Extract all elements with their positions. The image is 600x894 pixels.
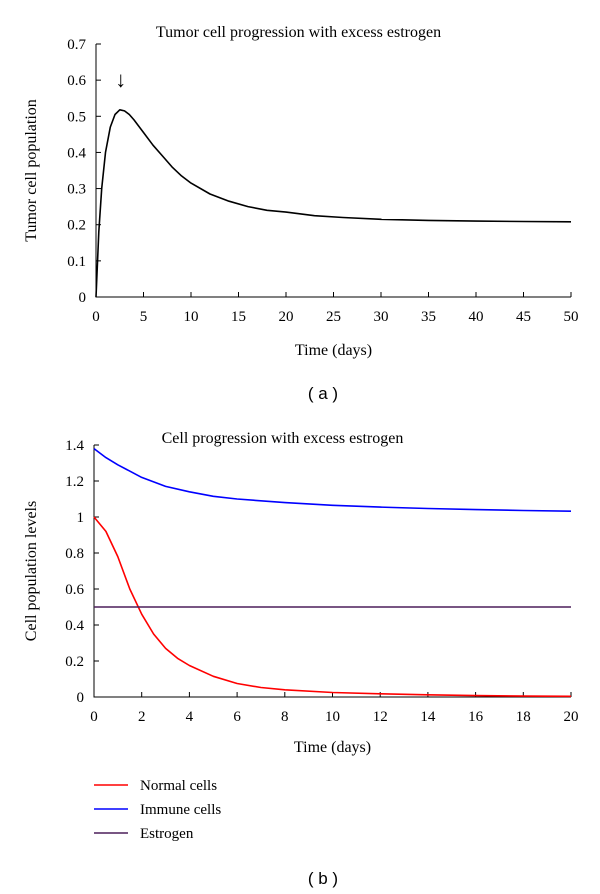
x-tick-label: 35 — [421, 309, 436, 325]
x-tick-label: 16 — [468, 709, 484, 725]
y-tick-label: 1.4 — [65, 438, 84, 454]
y-tick-label: 0.7 — [67, 37, 86, 53]
y-tick-label: 0.6 — [65, 582, 84, 598]
y-tick-label: 0.5 — [67, 109, 86, 125]
x-tick-label: 14 — [420, 709, 436, 725]
axes — [93, 445, 571, 698]
panel-label: ( b ) — [308, 869, 338, 888]
y-axis-label: Cell population levels — [23, 501, 40, 641]
x-axis-label: Time (days) — [294, 739, 371, 756]
x-tick-label: 10 — [184, 309, 199, 325]
x-tick-label: 0 — [92, 309, 100, 325]
chart-b: 0 2 4 6 8 10 12 14 16 18 20 0 0.2 0.4 0.6 0.8 1 1.2 1.4 Cel… — [23, 430, 579, 888]
x-tick-label: 18 — [516, 709, 531, 725]
x-tick-label: 20 — [279, 309, 294, 325]
x-tick-label: 12 — [373, 709, 388, 725]
x-tick-label: 15 — [231, 309, 246, 325]
x-tick-label: 45 — [516, 309, 531, 325]
x-tick-label: 50 — [564, 309, 579, 325]
x-tick-label: 25 — [326, 309, 341, 325]
x-tick-label: 30 — [374, 309, 389, 325]
annotation-arrow: ↓ — [115, 67, 126, 92]
y-tick-label: 1 — [77, 510, 85, 526]
chart-title: Tumor cell progression with excess estro… — [156, 24, 441, 41]
x-tick-label: 40 — [469, 309, 484, 325]
axes — [95, 44, 571, 298]
y-tick-label: 0.2 — [65, 654, 84, 670]
y-tick-label: 0.8 — [65, 546, 84, 562]
x-tick-label: 5 — [140, 309, 148, 325]
series-line-immune-cells — [93, 447, 572, 512]
legend-label: Immune cells — [140, 802, 221, 818]
x-tick-label: 6 — [233, 709, 241, 725]
legend-label: Estrogen — [140, 826, 194, 842]
x-tick-label: 10 — [325, 709, 340, 725]
x-tick-label: 8 — [281, 709, 289, 725]
x-tick-label: 4 — [186, 709, 194, 725]
y-tick-label: 0.6 — [67, 73, 86, 89]
y-axis-label: Tumor cell population — [23, 99, 40, 242]
series-line-0 — [95, 109, 572, 298]
chart-a: 0 5 10 15 20 25 30 35 40 45 50 0 0.1 0.2 0.3 0.4 0.5 0.6 0… — [23, 24, 579, 403]
y-tick-label: 0.2 — [67, 218, 86, 234]
x-tick-label: 2 — [138, 709, 146, 725]
y-tick-label: 0.3 — [67, 182, 86, 198]
y-tick-label: 0 — [77, 690, 85, 706]
y-tick-label: 0 — [79, 290, 87, 306]
chart-title: Cell progression with excess estrogen — [162, 430, 404, 447]
y-tick-label: 0.4 — [67, 145, 86, 161]
y-tick-label: 1.2 — [65, 474, 84, 490]
x-tick-label: 0 — [90, 709, 98, 725]
y-tick-label: 0.4 — [65, 618, 84, 634]
series-line-normal-cells — [93, 516, 572, 698]
legend-label: Normal cells — [140, 778, 217, 794]
y-tick-label: 0.1 — [67, 254, 86, 270]
panel-label: ( a ) — [308, 384, 338, 403]
x-tick-label: 20 — [564, 709, 579, 725]
x-axis-label: Time (days) — [295, 342, 372, 359]
